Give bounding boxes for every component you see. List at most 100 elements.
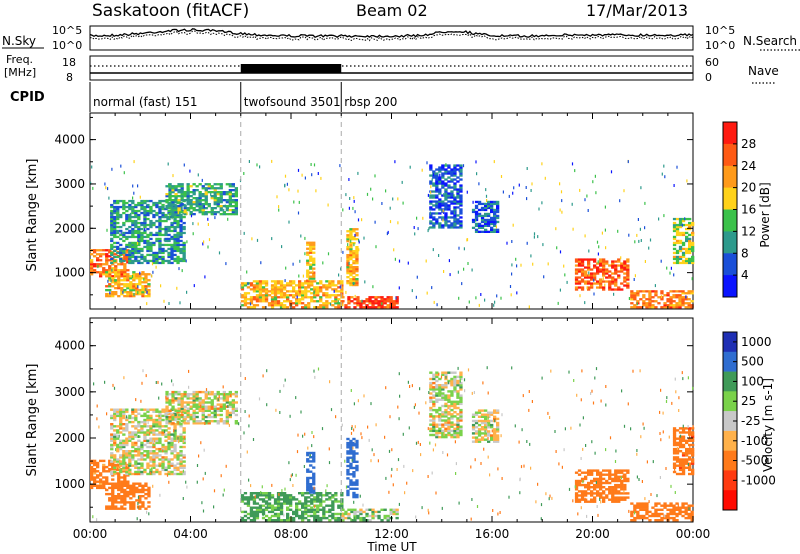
echo-cell <box>487 421 491 425</box>
echo-cell <box>637 218 639 221</box>
echo-cell <box>246 306 251 309</box>
echo-cell <box>341 516 345 520</box>
echo-cell <box>161 213 165 217</box>
echo-cell <box>301 173 303 177</box>
echo-cell <box>111 268 113 272</box>
echo-cell <box>484 419 488 423</box>
echo-cell <box>204 203 208 206</box>
cpid-modes: normal (fast) 151 twofsound 3501 rbsp 200 <box>93 82 397 112</box>
echo-cell <box>152 433 156 436</box>
echo-cell <box>435 408 439 412</box>
echo-cell <box>334 296 338 299</box>
echo-cell <box>359 306 363 309</box>
echo-cell <box>126 285 130 288</box>
echo-cell <box>141 293 145 296</box>
echo-cell <box>174 199 178 202</box>
echo-cell <box>386 519 390 522</box>
echo-cell <box>207 223 209 226</box>
echo-cell <box>623 488 627 491</box>
echo-cell <box>301 290 305 293</box>
echo-cell <box>319 504 323 507</box>
echo-cell <box>108 251 112 254</box>
echo-cell <box>580 498 585 501</box>
echo-cell <box>306 279 310 282</box>
echo-cell <box>120 271 124 274</box>
echo-cell <box>471 423 476 427</box>
echo-cell <box>208 238 211 242</box>
echo-cell <box>125 443 129 447</box>
echo-cell <box>365 300 369 303</box>
echo-cell <box>267 504 272 507</box>
echo-cell <box>441 166 445 169</box>
echo-cell <box>438 435 442 439</box>
echo-cell <box>140 211 144 215</box>
echo-cell <box>168 399 172 402</box>
echo-cell <box>347 516 351 520</box>
echo-cell <box>147 279 151 282</box>
echo-cell <box>584 471 588 474</box>
echo-cell <box>306 263 310 266</box>
echo-cell <box>146 259 150 263</box>
echo-cell <box>93 255 97 258</box>
echo-cell <box>286 494 290 497</box>
echo-cell <box>114 271 118 274</box>
echo-cell <box>195 201 199 204</box>
echo-cell <box>116 201 120 205</box>
echo-cell <box>304 502 308 505</box>
echo-cell <box>243 292 248 295</box>
echo-cell <box>110 229 114 233</box>
echo-cell <box>128 203 132 207</box>
echo-cell <box>119 427 123 430</box>
echo-cell <box>167 412 171 415</box>
echo-cell <box>125 205 129 209</box>
echo-cell <box>669 504 673 507</box>
echo-cell <box>627 160 629 164</box>
echo-cell <box>123 492 127 496</box>
echo-cell <box>123 263 127 266</box>
echo-cell <box>123 257 127 260</box>
echo-cell <box>605 488 609 491</box>
echo-cell <box>316 492 320 495</box>
echo-cell <box>99 253 103 256</box>
echo-cell <box>602 260 606 263</box>
echo-cell <box>626 268 630 271</box>
echo-cell <box>158 199 162 203</box>
echo-cell <box>588 273 590 277</box>
echo-cell <box>174 417 178 421</box>
echo-cell <box>114 275 116 279</box>
echo-cell <box>531 182 533 186</box>
echo-cell <box>195 395 199 398</box>
echo-cell <box>681 223 686 227</box>
echo-cell <box>375 245 377 249</box>
echo-cell <box>252 306 257 309</box>
echo-cell <box>131 445 135 449</box>
echo-cell <box>261 504 266 507</box>
echo-cell <box>90 484 94 487</box>
echo-cell <box>444 371 448 374</box>
echo-cell <box>496 434 500 437</box>
echo-cell <box>123 470 127 473</box>
echo-cell <box>441 394 445 397</box>
echo-cell <box>349 450 353 453</box>
echo-cell <box>645 304 649 307</box>
echo-cell <box>173 443 177 447</box>
echo-cell <box>459 210 463 213</box>
echo-cell <box>474 206 479 210</box>
echo-cell <box>584 274 588 277</box>
echo-cell <box>139 271 141 275</box>
echo-cell <box>447 224 451 227</box>
echo-cell <box>252 286 257 289</box>
echo-cell <box>688 233 692 237</box>
echo-cell <box>164 249 168 253</box>
echo-cell <box>204 275 206 279</box>
echo-cell <box>117 273 121 276</box>
echo-cell <box>180 401 184 404</box>
echo-cell <box>438 394 442 397</box>
echo-cell <box>141 287 145 290</box>
echo-cell <box>493 438 497 441</box>
echo-cell <box>312 259 316 262</box>
echo-cell <box>442 218 444 222</box>
echo-cell <box>608 473 612 476</box>
echo-cell <box>295 284 299 287</box>
